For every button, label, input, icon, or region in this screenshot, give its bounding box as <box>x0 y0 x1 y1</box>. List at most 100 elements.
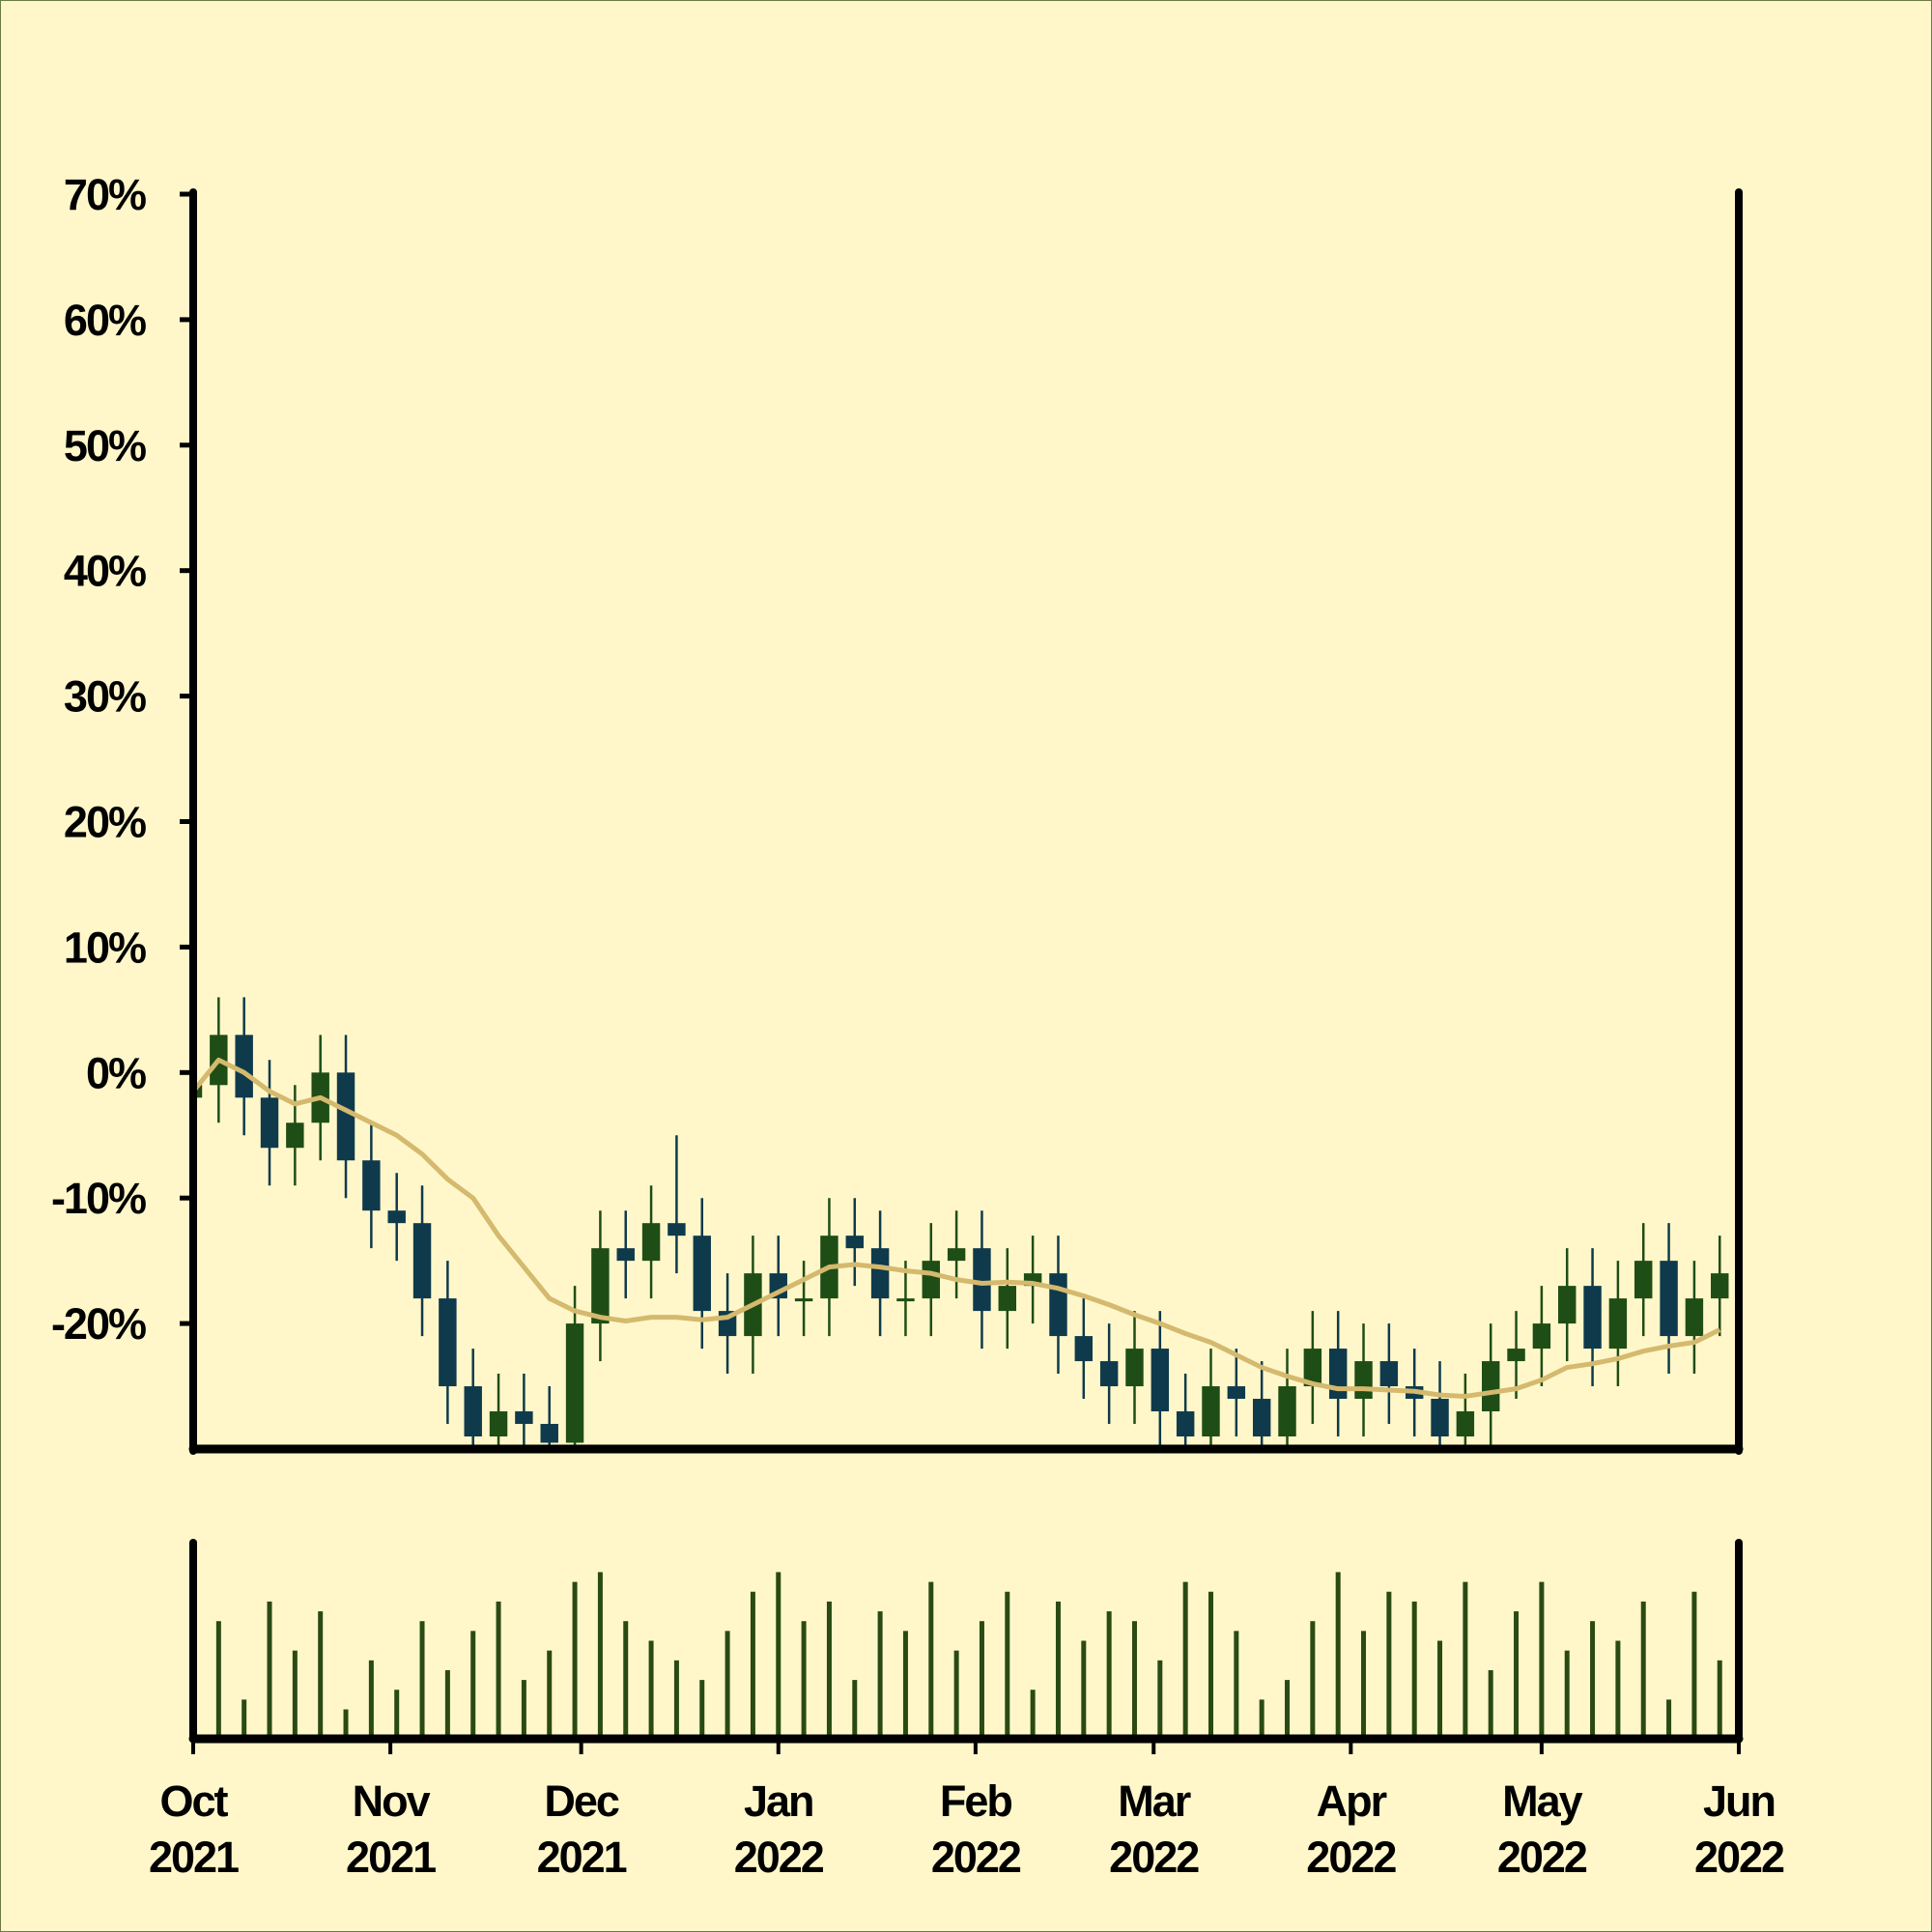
candle-body <box>1431 1399 1449 1437</box>
volume-bar <box>1437 1640 1443 1739</box>
volume-bar <box>776 1572 781 1739</box>
volume-bar <box>1106 1611 1112 1739</box>
y-tick-label: 20% <box>64 798 146 847</box>
x-tick-label: May 2022 <box>1497 1776 1587 1882</box>
volume-bar <box>1717 1660 1722 1739</box>
volume-bar <box>343 1709 349 1739</box>
volume-bar <box>1615 1640 1621 1739</box>
candle-body <box>1202 1386 1220 1437</box>
volume-bar <box>547 1650 553 1739</box>
volume-bar <box>1361 1631 1367 1739</box>
volume-bar <box>267 1601 272 1739</box>
candle-body <box>1558 1286 1577 1324</box>
candle-body <box>870 1248 890 1299</box>
candle-body <box>286 1122 304 1149</box>
candle-body <box>845 1236 864 1249</box>
volume-bar <box>572 1581 578 1739</box>
candle-body <box>1176 1411 1195 1437</box>
candle-body <box>1608 1298 1628 1350</box>
candle-body <box>1456 1411 1475 1437</box>
candle-body <box>641 1223 661 1262</box>
volume-bar <box>1005 1591 1010 1739</box>
volume-bar <box>1030 1690 1036 1739</box>
volume-bar <box>852 1680 858 1739</box>
volume-bar <box>699 1680 705 1739</box>
x-tick-label: Jan 2022 <box>734 1776 824 1882</box>
y-tick-label: 0% <box>86 1048 146 1097</box>
volume-bar <box>1234 1631 1239 1739</box>
volume-bar <box>673 1660 679 1739</box>
volume-bar <box>215 1621 221 1739</box>
x-tick-label: Oct 2021 <box>149 1776 239 1882</box>
candle-body <box>515 1411 533 1425</box>
candle-body <box>1634 1261 1653 1299</box>
candle-body <box>1303 1349 1322 1387</box>
volume-bar <box>1208 1591 1213 1739</box>
volume-bar <box>521 1680 526 1739</box>
volume-bar <box>877 1611 883 1739</box>
candle-body <box>1379 1361 1399 1387</box>
volume-bar <box>1564 1650 1570 1739</box>
volume-bar <box>623 1621 629 1739</box>
y-tick-label: 70% <box>64 170 146 219</box>
x-tick-label: Nov 2021 <box>346 1776 436 1882</box>
candle-body <box>1328 1349 1348 1400</box>
volume-bar <box>979 1621 984 1739</box>
candle-body <box>1125 1349 1144 1387</box>
volume-bar <box>750 1591 755 1739</box>
candle-body <box>1252 1399 1271 1437</box>
candle-body <box>387 1210 406 1224</box>
y-tick-label: 10% <box>64 923 146 972</box>
candle-body <box>1354 1361 1373 1400</box>
volume-bar <box>496 1601 501 1739</box>
candle-body <box>193 1085 203 1098</box>
candle-body <box>1481 1361 1500 1412</box>
candle-body <box>668 1223 686 1236</box>
volume-bar <box>292 1650 298 1739</box>
candle-body <box>1711 1273 1729 1299</box>
candle-body <box>235 1035 253 1098</box>
volume-bar <box>368 1660 374 1739</box>
y-tick-label: 30% <box>64 672 146 722</box>
volume-bar <box>1691 1591 1697 1739</box>
volume-bar <box>1640 1601 1646 1739</box>
candle-body <box>1099 1361 1119 1387</box>
candle-body <box>260 1097 279 1149</box>
volume-bar <box>444 1669 450 1739</box>
candle-body <box>1507 1349 1525 1362</box>
volume-bar <box>1666 1699 1672 1739</box>
candle-body <box>1151 1349 1170 1412</box>
candle-body <box>540 1424 558 1443</box>
x-tick-label: Mar 2022 <box>1109 1776 1199 1882</box>
volume-bar <box>597 1572 603 1739</box>
candle-body <box>693 1236 711 1312</box>
volume-bar <box>1310 1621 1316 1739</box>
volume-bar <box>1590 1621 1596 1739</box>
y-tick-label: 50% <box>64 421 146 470</box>
candle-body <box>1278 1386 1296 1437</box>
volume-bar <box>1285 1680 1291 1739</box>
volume-bar <box>953 1650 959 1739</box>
volume-bar <box>1335 1572 1341 1739</box>
candle-body <box>998 1286 1017 1312</box>
y-tick-label: 40% <box>64 547 146 596</box>
volume-bar <box>928 1581 934 1739</box>
candle-body <box>1583 1286 1602 1350</box>
candle-body <box>973 1248 991 1312</box>
x-tick-label: Dec 2021 <box>537 1776 627 1882</box>
candle-body <box>412 1223 432 1299</box>
candle-body <box>565 1323 584 1443</box>
volume-bar <box>1081 1640 1087 1739</box>
candle-body <box>922 1261 941 1299</box>
volume-bar <box>1182 1581 1188 1739</box>
candle-body <box>1227 1386 1246 1400</box>
volume-bar <box>1259 1699 1264 1739</box>
x-tick-label: Jun 2022 <box>1694 1776 1784 1882</box>
volume-bar <box>648 1640 654 1739</box>
candle-body <box>362 1160 381 1211</box>
volume-bar <box>1463 1581 1468 1739</box>
candle-body <box>896 1298 915 1302</box>
